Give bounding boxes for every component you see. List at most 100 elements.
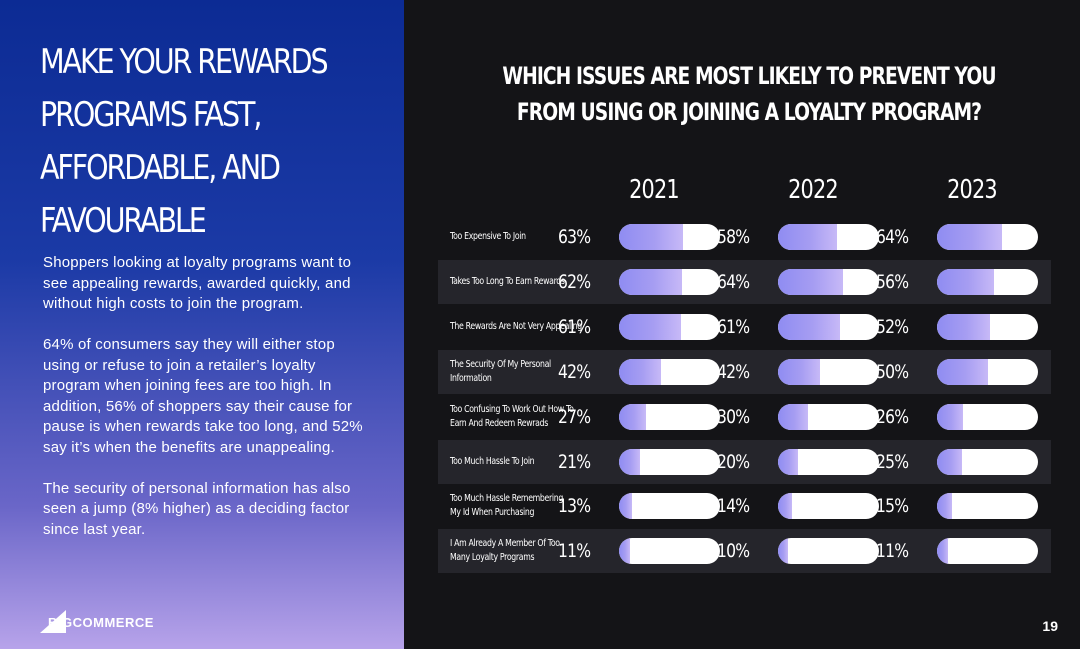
year-header-2021: 2021 <box>629 175 680 205</box>
bar-2022 <box>778 224 837 250</box>
body-paragraph: Shoppers looking at loyalty programs wan… <box>43 254 352 312</box>
value-label: 30% <box>716 405 750 428</box>
bar-2023 <box>937 268 994 295</box>
bar-track <box>937 268 1038 295</box>
bar-track <box>619 224 720 250</box>
bar-track <box>619 358 720 385</box>
bar-track <box>778 313 879 340</box>
bar-track <box>778 358 879 385</box>
chart-row: I Am Already A Member Of Too Many Loyalty… <box>438 529 1051 574</box>
bar-track <box>937 403 1038 430</box>
bar-2023 <box>937 493 953 520</box>
body-paragraph: 64% of consumers say they will either st… <box>43 336 363 456</box>
value-label: 10% <box>716 540 750 563</box>
value-label: 21% <box>557 450 591 473</box>
bar-track <box>937 448 1038 475</box>
value-label: 11% <box>557 540 591 563</box>
bar-2021 <box>619 493 633 520</box>
chart-row: Too Much Hassle To Join 21% 20% 25% <box>438 439 1051 484</box>
chart-title-line: FROM USING OR JOINING A LOYALTY PROGRAM? <box>516 98 982 126</box>
chart-row: Too Confusing To Work Out How To Earn And… <box>438 395 1051 439</box>
category-label: Too Confusing To Work Out How To Earn And… <box>450 403 574 429</box>
bar-2021 <box>619 268 682 295</box>
value-label: 26% <box>875 405 909 428</box>
chart-row: Too Expensive To Join 63% 58% 64% <box>438 215 1051 259</box>
category-label: The Security Of My Personal Information <box>450 358 551 384</box>
bar-2023 <box>937 403 964 430</box>
bar-track <box>778 403 879 430</box>
bar-2023 <box>937 358 988 385</box>
value-label: 42% <box>557 360 591 383</box>
value-label: 11% <box>875 540 909 563</box>
category-label: Too Much Hassle Remembering My Id When Pu… <box>450 493 563 519</box>
value-label: 13% <box>557 495 591 518</box>
value-label: 64% <box>875 226 909 248</box>
bar-2023 <box>937 538 949 565</box>
page-number: 19 <box>1042 618 1058 634</box>
value-label: 25% <box>875 450 909 473</box>
bar-track <box>619 538 720 565</box>
body-text: Shoppers looking at loyalty programs wan… <box>43 253 368 561</box>
bar-2022 <box>778 538 789 565</box>
category-label: Too Expensive To Join <box>450 231 526 242</box>
bar-2021 <box>619 224 683 250</box>
bar-2022 <box>778 313 840 340</box>
bigcommerce-logo-icon <box>40 610 66 633</box>
category-label: I Am Already A Member Of Too Many Loyalty… <box>450 538 560 564</box>
value-label: 62% <box>557 270 591 293</box>
bar-track <box>778 448 879 475</box>
bar-track <box>778 538 879 565</box>
value-label: 15% <box>875 495 909 518</box>
bigcommerce-logo: BIGCOMMERCE <box>40 609 154 635</box>
bar-track <box>619 448 720 475</box>
category-label: Takes Too Long To Earn Rewards <box>450 275 565 287</box>
year-header-2022: 2022 <box>788 175 839 205</box>
headline-line: FAVOURABLE <box>40 201 207 241</box>
chart-title: WHICH ISSUES ARE MOST LIKELY TO PREVENT … <box>480 58 1018 130</box>
value-label: 58% <box>716 226 750 248</box>
bar-track <box>619 313 720 340</box>
bar-track <box>778 493 879 520</box>
bar-2021 <box>619 538 631 565</box>
bar-track <box>937 538 1038 565</box>
chart-row: Too Much Hassle Remembering My Id When Pu… <box>438 484 1051 528</box>
category-label: The Rewards Are Not Very Appealing <box>450 320 582 332</box>
value-label: 52% <box>875 315 909 338</box>
bar-track <box>937 224 1038 250</box>
value-label: 27% <box>557 405 591 428</box>
left-panel: MAKE YOUR REWARDS PROGRAMS FAST, AFFORDA… <box>0 0 404 649</box>
value-label: 64% <box>716 270 750 293</box>
bar-2021 <box>619 358 662 385</box>
value-label: 56% <box>875 270 909 293</box>
bar-2022 <box>778 268 843 295</box>
bar-track <box>937 358 1038 385</box>
bar-track <box>778 268 879 295</box>
bar-2023 <box>937 448 963 475</box>
bar-track <box>937 313 1038 340</box>
year-header-2023: 2023 <box>947 175 998 205</box>
value-label: 42% <box>716 360 750 383</box>
bar-track <box>619 268 720 295</box>
headline-line: AFFORDABLE, AND <box>40 148 281 188</box>
logo-text: BIGCOMMERCE <box>48 614 154 630</box>
chart-title-line: WHICH ISSUES ARE MOST LIKELY TO PREVENT … <box>502 62 996 90</box>
bar-2023 <box>937 224 1002 250</box>
bar-2022 <box>778 493 793 520</box>
bar-2022 <box>778 403 809 430</box>
value-label: 14% <box>716 495 750 518</box>
bar-2022 <box>778 448 799 475</box>
headline: MAKE YOUR REWARDS PROGRAMS FAST, AFFORDA… <box>40 36 329 248</box>
bar-2021 <box>619 448 641 475</box>
value-label: 61% <box>716 315 750 338</box>
right-panel: WHICH ISSUES ARE MOST LIKELY TO PREVENT … <box>404 0 1080 649</box>
bar-2023 <box>937 313 990 340</box>
chart-row: The Security Of My Personal Information 42… <box>438 349 1051 394</box>
value-label: 63% <box>557 226 591 248</box>
value-label: 61% <box>557 315 591 338</box>
chart-row: The Rewards Are Not Very Appealing 61% 61%… <box>438 305 1051 349</box>
bar-track <box>619 403 720 430</box>
bar-2022 <box>778 358 821 385</box>
value-label: 50% <box>875 360 909 383</box>
body-paragraph: The security of personal information has… <box>43 479 351 538</box>
bar-track <box>937 493 1038 520</box>
